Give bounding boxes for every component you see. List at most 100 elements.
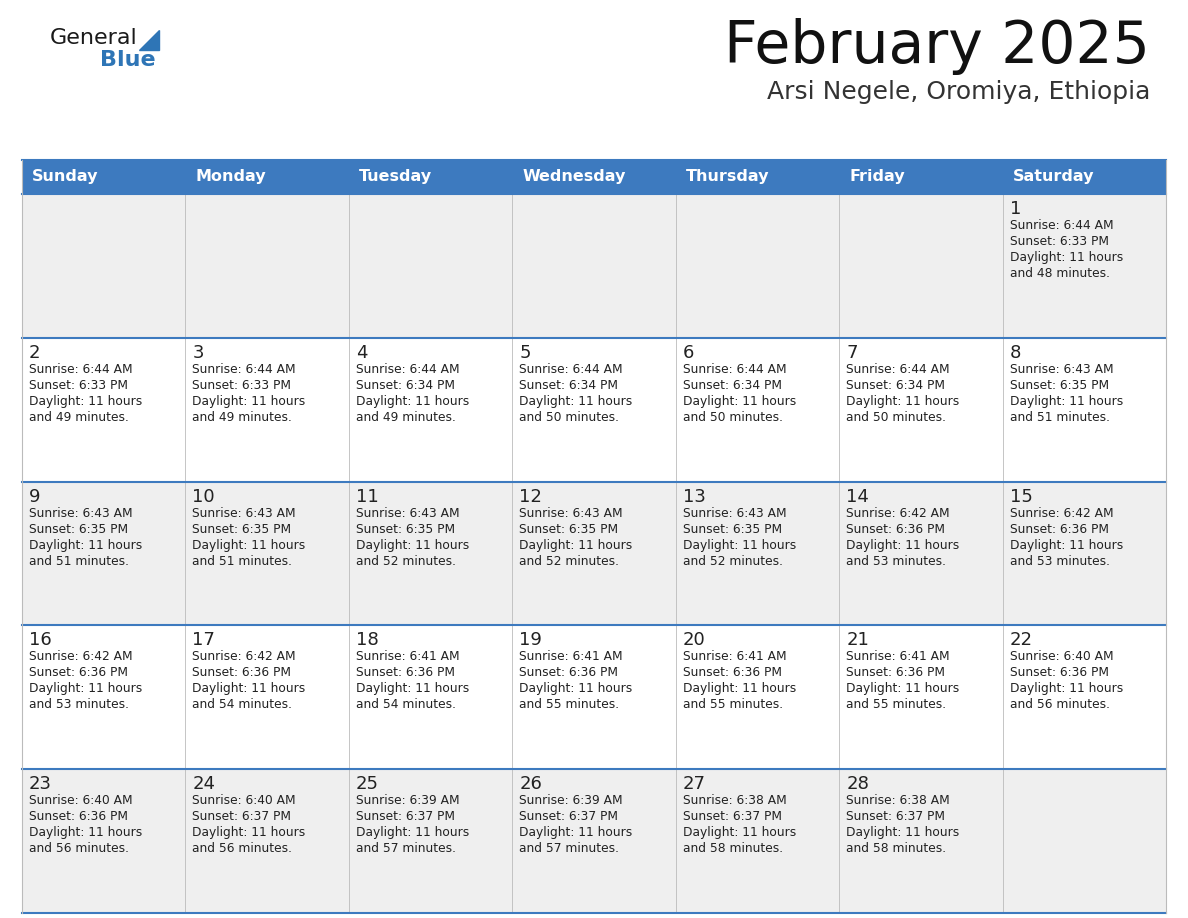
Text: Sunset: 6:36 PM: Sunset: 6:36 PM (1010, 666, 1108, 679)
Text: Daylight: 11 hours: Daylight: 11 hours (356, 539, 469, 552)
Text: Blue: Blue (100, 50, 156, 70)
Text: Sunset: 6:34 PM: Sunset: 6:34 PM (519, 379, 618, 392)
Text: Sunrise: 6:42 AM: Sunrise: 6:42 AM (1010, 507, 1113, 520)
Text: Daylight: 11 hours: Daylight: 11 hours (519, 539, 632, 552)
Text: Daylight: 11 hours: Daylight: 11 hours (29, 682, 143, 696)
Text: Sunrise: 6:40 AM: Sunrise: 6:40 AM (29, 794, 133, 807)
Text: 19: 19 (519, 632, 542, 649)
Text: 13: 13 (683, 487, 706, 506)
Polygon shape (139, 30, 159, 50)
Text: and 55 minutes.: and 55 minutes. (683, 699, 783, 711)
Text: 10: 10 (192, 487, 215, 506)
Text: Sunrise: 6:43 AM: Sunrise: 6:43 AM (356, 507, 460, 520)
Text: Sunrise: 6:42 AM: Sunrise: 6:42 AM (192, 650, 296, 664)
Text: Sunset: 6:33 PM: Sunset: 6:33 PM (1010, 235, 1108, 248)
Text: and 53 minutes.: and 53 minutes. (29, 699, 129, 711)
Text: Sunrise: 6:43 AM: Sunrise: 6:43 AM (1010, 363, 1113, 375)
Text: Daylight: 11 hours: Daylight: 11 hours (29, 539, 143, 552)
Text: Monday: Monday (196, 170, 266, 185)
Text: Sunset: 6:37 PM: Sunset: 6:37 PM (519, 811, 618, 823)
Text: and 51 minutes.: and 51 minutes. (1010, 410, 1110, 424)
Text: and 56 minutes.: and 56 minutes. (29, 842, 129, 856)
Text: Sunrise: 6:44 AM: Sunrise: 6:44 AM (192, 363, 296, 375)
Text: Sunset: 6:36 PM: Sunset: 6:36 PM (356, 666, 455, 679)
Text: Sunset: 6:36 PM: Sunset: 6:36 PM (683, 666, 782, 679)
Text: Sunrise: 6:43 AM: Sunrise: 6:43 AM (683, 507, 786, 520)
Text: Sunrise: 6:41 AM: Sunrise: 6:41 AM (519, 650, 623, 664)
Text: 17: 17 (192, 632, 215, 649)
Text: 16: 16 (29, 632, 52, 649)
Text: and 48 minutes.: and 48 minutes. (1010, 267, 1110, 280)
Text: and 52 minutes.: and 52 minutes. (356, 554, 456, 567)
Text: Sunset: 6:35 PM: Sunset: 6:35 PM (1010, 379, 1108, 392)
Bar (23, 625, 1165, 769)
Text: Saturday: Saturday (1012, 170, 1094, 185)
Text: 28: 28 (846, 775, 868, 793)
Text: and 57 minutes.: and 57 minutes. (356, 842, 456, 856)
Text: Sunrise: 6:44 AM: Sunrise: 6:44 AM (846, 363, 949, 375)
Text: Daylight: 11 hours: Daylight: 11 hours (519, 826, 632, 839)
Text: Sunrise: 6:38 AM: Sunrise: 6:38 AM (683, 794, 786, 807)
Text: Arsi Negele, Oromiya, Ethiopia: Arsi Negele, Oromiya, Ethiopia (766, 80, 1150, 104)
Text: Daylight: 11 hours: Daylight: 11 hours (356, 395, 469, 408)
Text: Daylight: 11 hours: Daylight: 11 hours (1010, 539, 1123, 552)
Text: Sunrise: 6:44 AM: Sunrise: 6:44 AM (683, 363, 786, 375)
Bar (23, 769, 1165, 913)
Text: Sunrise: 6:44 AM: Sunrise: 6:44 AM (519, 363, 623, 375)
Text: 11: 11 (356, 487, 379, 506)
Text: Sunrise: 6:40 AM: Sunrise: 6:40 AM (1010, 650, 1113, 664)
Text: and 56 minutes.: and 56 minutes. (192, 842, 292, 856)
Text: 6: 6 (683, 344, 694, 362)
Text: and 54 minutes.: and 54 minutes. (192, 699, 292, 711)
Text: Sunrise: 6:43 AM: Sunrise: 6:43 AM (29, 507, 133, 520)
Text: and 50 minutes.: and 50 minutes. (683, 410, 783, 424)
Text: and 58 minutes.: and 58 minutes. (846, 842, 947, 856)
Text: Daylight: 11 hours: Daylight: 11 hours (683, 395, 796, 408)
Text: Daylight: 11 hours: Daylight: 11 hours (356, 682, 469, 696)
Text: and 52 minutes.: and 52 minutes. (519, 554, 619, 567)
Text: Sunday: Sunday (32, 170, 99, 185)
Text: Sunrise: 6:44 AM: Sunrise: 6:44 AM (29, 363, 133, 375)
Text: Daylight: 11 hours: Daylight: 11 hours (683, 682, 796, 696)
Text: and 49 minutes.: and 49 minutes. (192, 410, 292, 424)
Text: 12: 12 (519, 487, 542, 506)
Text: Daylight: 11 hours: Daylight: 11 hours (1010, 395, 1123, 408)
Bar (23, 482, 1165, 625)
Text: and 52 minutes.: and 52 minutes. (683, 554, 783, 567)
Text: Daylight: 11 hours: Daylight: 11 hours (846, 395, 960, 408)
Text: 25: 25 (356, 775, 379, 793)
Text: Daylight: 11 hours: Daylight: 11 hours (683, 539, 796, 552)
Text: February 2025: February 2025 (725, 18, 1150, 75)
Text: 7: 7 (846, 344, 858, 362)
Text: General: General (50, 28, 138, 48)
Text: Sunset: 6:35 PM: Sunset: 6:35 PM (356, 522, 455, 535)
Text: and 50 minutes.: and 50 minutes. (846, 410, 946, 424)
Text: Daylight: 11 hours: Daylight: 11 hours (846, 539, 960, 552)
Text: Daylight: 11 hours: Daylight: 11 hours (29, 826, 143, 839)
Text: and 57 minutes.: and 57 minutes. (519, 842, 619, 856)
Text: Thursday: Thursday (685, 170, 769, 185)
Text: Sunset: 6:37 PM: Sunset: 6:37 PM (356, 811, 455, 823)
Text: Sunset: 6:36 PM: Sunset: 6:36 PM (29, 811, 128, 823)
Text: Sunset: 6:34 PM: Sunset: 6:34 PM (356, 379, 455, 392)
Text: Daylight: 11 hours: Daylight: 11 hours (192, 826, 305, 839)
Text: Sunrise: 6:44 AM: Sunrise: 6:44 AM (356, 363, 460, 375)
Text: Daylight: 11 hours: Daylight: 11 hours (683, 826, 796, 839)
Text: Daylight: 11 hours: Daylight: 11 hours (29, 395, 143, 408)
Text: Daylight: 11 hours: Daylight: 11 hours (1010, 682, 1123, 696)
Text: Sunrise: 6:44 AM: Sunrise: 6:44 AM (1010, 219, 1113, 232)
Text: Sunset: 6:34 PM: Sunset: 6:34 PM (846, 379, 946, 392)
Text: 26: 26 (519, 775, 542, 793)
Text: Sunset: 6:33 PM: Sunset: 6:33 PM (29, 379, 128, 392)
Text: 24: 24 (192, 775, 215, 793)
Text: 22: 22 (1010, 632, 1032, 649)
Text: Daylight: 11 hours: Daylight: 11 hours (519, 682, 632, 696)
Text: and 54 minutes.: and 54 minutes. (356, 699, 456, 711)
Text: 4: 4 (356, 344, 367, 362)
Text: and 49 minutes.: and 49 minutes. (356, 410, 456, 424)
Text: and 49 minutes.: and 49 minutes. (29, 410, 128, 424)
Text: and 51 minutes.: and 51 minutes. (192, 554, 292, 567)
Text: Daylight: 11 hours: Daylight: 11 hours (846, 826, 960, 839)
Text: 3: 3 (192, 344, 204, 362)
Text: 27: 27 (683, 775, 706, 793)
